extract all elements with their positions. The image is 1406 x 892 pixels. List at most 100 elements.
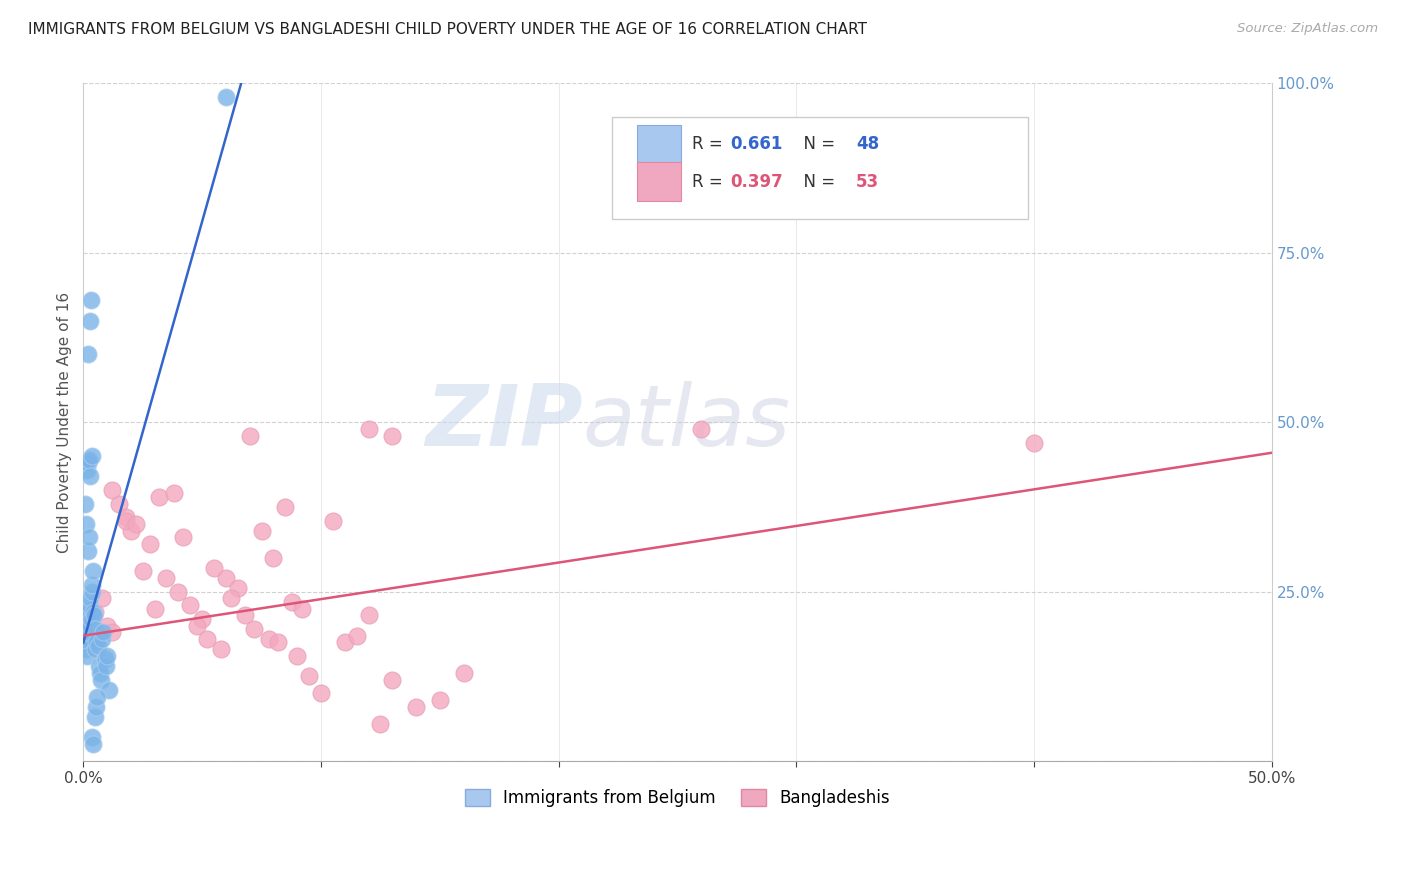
Point [79, 469, 101, 483]
Point [82, 565, 104, 579]
Point [75, 516, 97, 531]
Point [75, 629, 97, 643]
Text: IMMIGRANTS FROM BELGIUM VS BANGLADESHI CHILD POVERTY UNDER THE AGE OF 16 CORRELA: IMMIGRANTS FROM BELGIUM VS BANGLADESHI C… [28, 22, 868, 37]
Point [209, 642, 232, 657]
Point [83, 622, 105, 636]
Point [84, 642, 107, 657]
Point [77, 608, 100, 623]
Point [139, 537, 162, 551]
Point [77, 452, 100, 467]
Point [79, 313, 101, 327]
Point [80, 612, 103, 626]
Text: 48: 48 [856, 136, 879, 153]
Point [86, 690, 108, 704]
Point [82, 578, 104, 592]
FancyBboxPatch shape [637, 162, 681, 201]
Point [76, 648, 98, 663]
Point [75, 635, 97, 649]
Point [215, 571, 238, 585]
Point [79, 618, 101, 632]
Point [98, 682, 121, 697]
Point [80, 293, 103, 308]
Point [77, 531, 100, 545]
Point [101, 483, 124, 497]
Point [333, 635, 356, 649]
Point [357, 422, 380, 436]
Point [195, 632, 218, 646]
Point [429, 693, 451, 707]
Point [219, 591, 242, 606]
Point [226, 582, 249, 596]
Point [250, 524, 273, 538]
Point [370, 716, 392, 731]
Point [86, 639, 108, 653]
Text: 0.661: 0.661 [730, 136, 782, 153]
Point [77, 605, 100, 619]
Point [381, 673, 404, 687]
Point [186, 618, 208, 632]
Text: N =: N = [793, 173, 841, 191]
Point [79, 591, 101, 606]
Point [215, 90, 238, 104]
Point [115, 514, 138, 528]
Point [91, 632, 114, 646]
Point [690, 422, 713, 436]
Point [143, 601, 166, 615]
Point [96, 648, 118, 663]
Point [76, 615, 98, 629]
Legend: Immigrants from Belgium, Bangladeshis: Immigrants from Belgium, Bangladeshis [458, 782, 897, 814]
Y-axis label: Child Poverty Under the Age of 16: Child Poverty Under the Age of 16 [58, 292, 72, 553]
Point [172, 531, 194, 545]
Point [93, 625, 115, 640]
Point [243, 622, 266, 636]
Text: 0.397: 0.397 [730, 173, 783, 191]
Point [132, 565, 155, 579]
Point [120, 524, 142, 538]
Point [83, 710, 105, 724]
Point [281, 595, 304, 609]
Point [162, 486, 184, 500]
Point [239, 429, 262, 443]
Point [93, 652, 115, 666]
Point [267, 635, 290, 649]
Point [84, 605, 107, 619]
Point [75, 642, 97, 657]
Point [1024, 435, 1046, 450]
Point [108, 497, 131, 511]
Point [96, 618, 118, 632]
Point [82, 737, 104, 751]
Point [285, 648, 308, 663]
Point [381, 429, 404, 443]
Point [179, 598, 201, 612]
Point [191, 612, 214, 626]
Text: 53: 53 [856, 173, 879, 191]
Point [75, 497, 97, 511]
Text: R =: R = [692, 173, 728, 191]
Point [77, 347, 100, 361]
Point [167, 584, 190, 599]
Point [82, 605, 104, 619]
Point [91, 591, 114, 606]
Point [73, 622, 96, 636]
Point [80, 449, 103, 463]
Point [77, 456, 100, 470]
Point [101, 625, 124, 640]
Point [233, 608, 256, 623]
Point [263, 550, 285, 565]
Text: atlas: atlas [582, 381, 790, 464]
Point [155, 571, 177, 585]
Point [405, 699, 427, 714]
Point [357, 608, 380, 623]
Point [257, 632, 280, 646]
Text: Source: ZipAtlas.com: Source: ZipAtlas.com [1237, 22, 1378, 36]
Point [124, 516, 146, 531]
Point [148, 490, 170, 504]
Point [309, 686, 332, 700]
Point [291, 601, 314, 615]
Point [298, 669, 321, 683]
Point [87, 659, 110, 673]
Point [83, 608, 105, 623]
FancyBboxPatch shape [637, 125, 681, 164]
Point [77, 598, 100, 612]
Point [89, 665, 111, 680]
